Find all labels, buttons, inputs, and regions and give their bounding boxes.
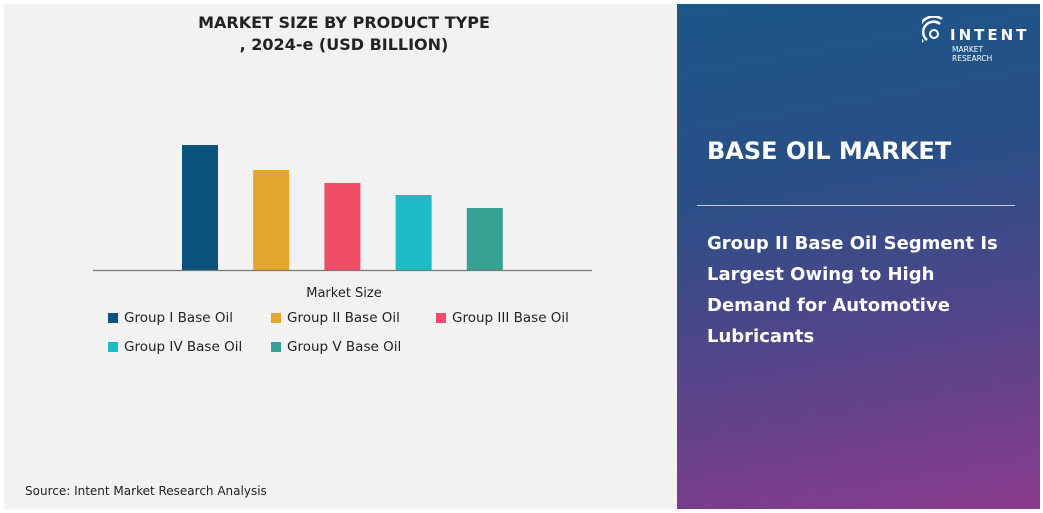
title-line-1: MARKET SIZE BY PRODUCT TYPE xyxy=(198,13,490,32)
market-title: BASE OIL MARKET xyxy=(707,137,952,165)
chart-title: MARKET SIZE BY PRODUCT TYPE , 2024-e (US… xyxy=(124,12,564,56)
legend-label: Group IV Base Oil xyxy=(124,339,243,355)
legend-swatch xyxy=(271,342,281,352)
legend-swatch xyxy=(271,313,281,323)
signal-icon xyxy=(922,16,943,43)
logo: INTENT MARKET RESEARCH xyxy=(922,14,1026,63)
title-line-2: , 2024-e (USD BILLION) xyxy=(239,35,449,54)
bar-4 xyxy=(395,195,432,270)
legend-swatch xyxy=(436,313,446,323)
source-note: Source: Intent Market Research Analysis xyxy=(25,484,267,498)
chart-panel: MARKET SIZE BY PRODUCT TYPE , 2024-e (US… xyxy=(4,4,677,509)
legend-item: Group IV Base Oil xyxy=(108,339,242,355)
legend-item: Group V Base Oil xyxy=(271,339,401,355)
legend-item: Group I Base Oil xyxy=(108,310,233,326)
bar-1 xyxy=(182,145,218,270)
legend-label: Group I Base Oil xyxy=(124,310,233,326)
info-panel: INTENT MARKET RESEARCH BASE OIL MARKET G… xyxy=(677,4,1040,509)
bar-2 xyxy=(253,170,290,270)
legend-label: Group III Base Oil xyxy=(452,310,569,326)
legend-label: Group II Base Oil xyxy=(287,310,400,326)
legend-swatch xyxy=(108,342,118,352)
logo-name: INTENT xyxy=(950,26,1030,44)
bar-chart xyxy=(93,145,592,272)
headline: Group II Base Oil Segment Is Largest Owi… xyxy=(707,233,998,347)
logo-subtitle: MARKET RESEARCH xyxy=(952,45,993,63)
divider xyxy=(697,205,1015,206)
legend-label: Group V Base Oil xyxy=(287,339,402,355)
x-axis-label: Market Size xyxy=(306,286,382,301)
legend-swatch xyxy=(108,313,118,323)
bar-3 xyxy=(324,183,361,270)
legend-item: Group II Base Oil xyxy=(271,310,400,326)
legend-item: Group III Base Oil xyxy=(436,310,569,326)
bar-5 xyxy=(466,208,503,270)
